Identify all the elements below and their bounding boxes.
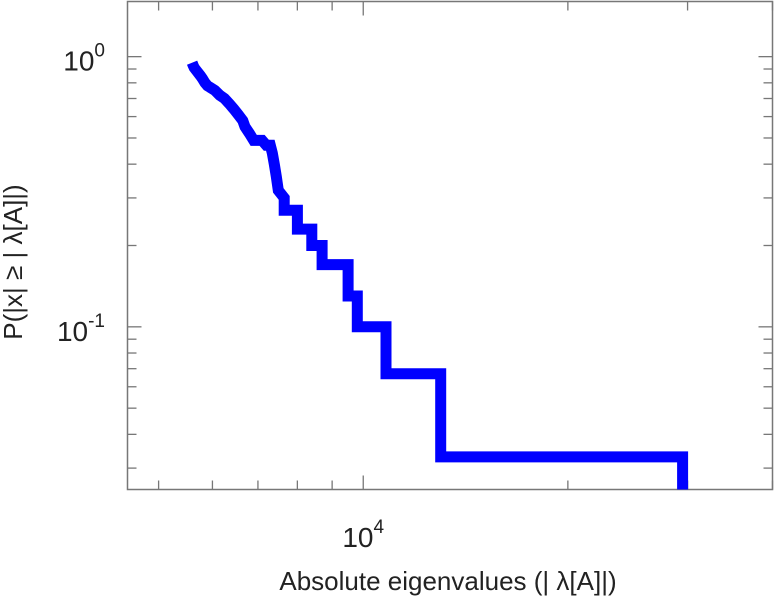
x-axis-label: Absolute eigenvalues (| λ[A]|) <box>279 566 616 596</box>
minor-ticks <box>127 1 774 490</box>
series-line <box>186 60 689 490</box>
series-layer <box>186 60 689 490</box>
x-tick-label: 104 <box>342 517 384 553</box>
plot-frame <box>126 0 774 491</box>
y-tick-label: 10-1 <box>57 311 105 347</box>
y-axis-label: P(|x| ≥ | λ[A]|) <box>0 184 28 339</box>
tick-labels: 104 100 10-1 <box>57 41 385 553</box>
y-tick-label: 100 <box>63 41 105 77</box>
